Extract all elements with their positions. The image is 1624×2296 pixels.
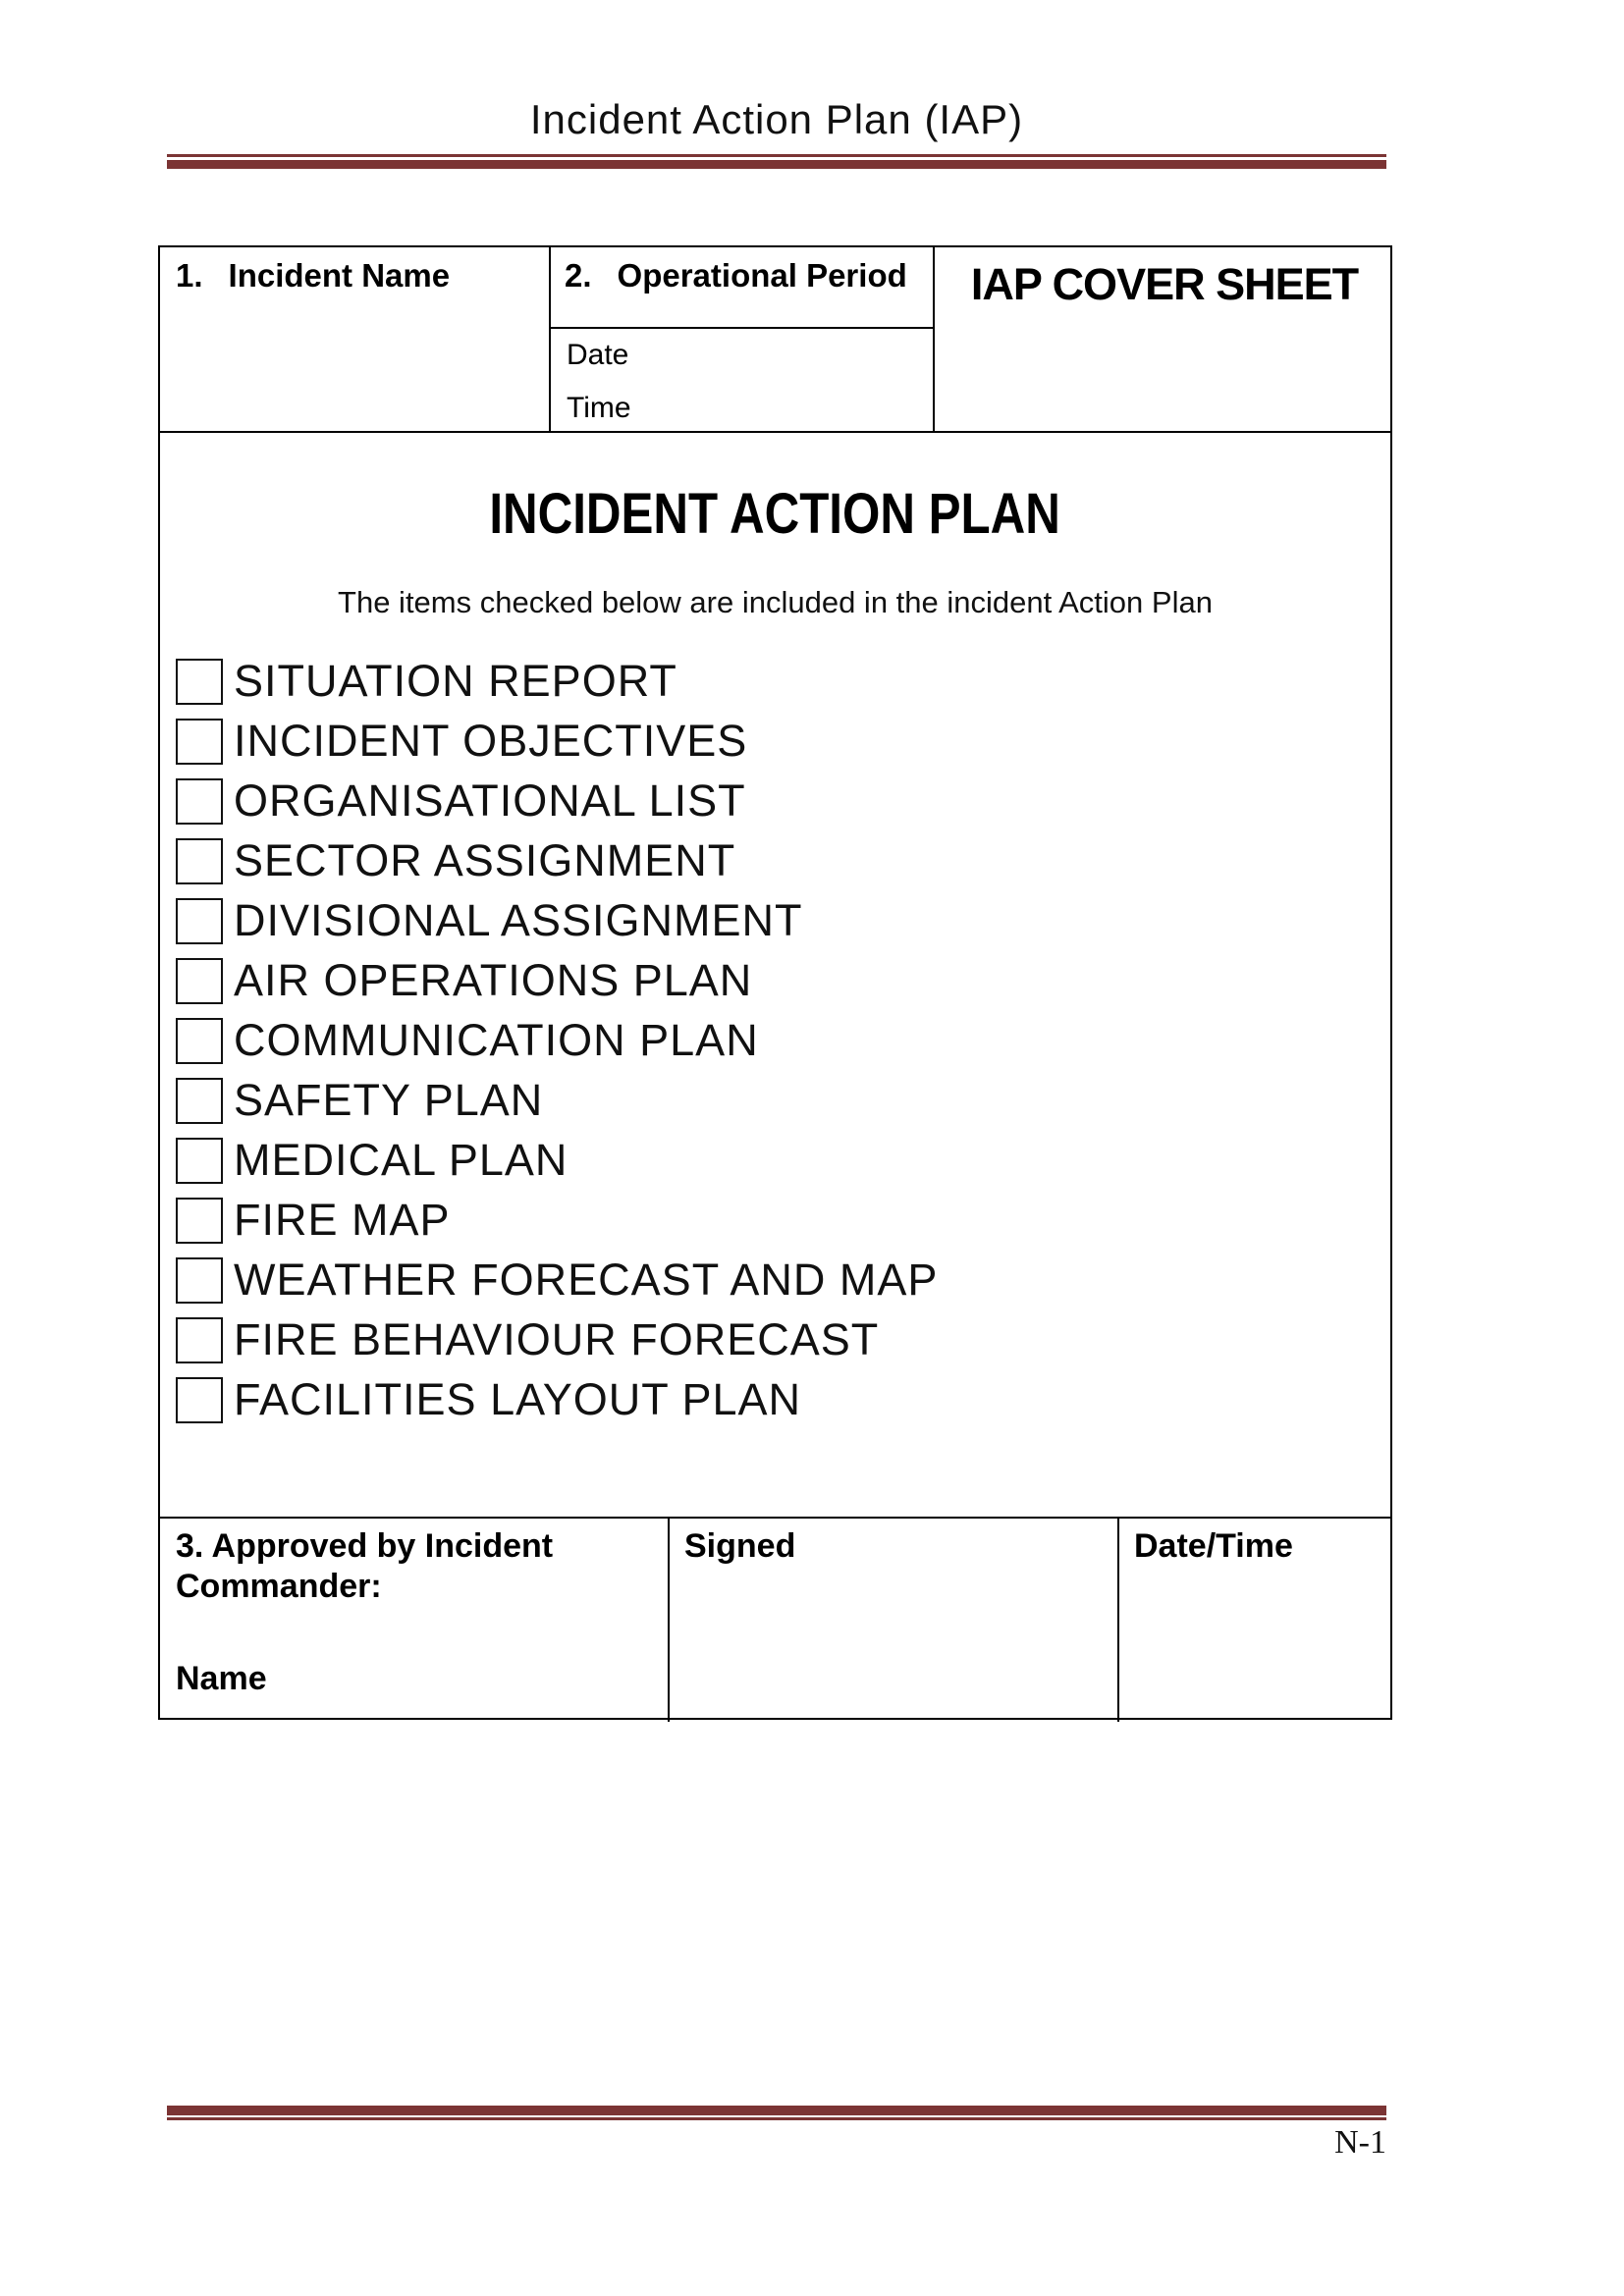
checklist-item-label: SECTOR ASSIGNMENT [234,835,736,885]
footer-rule-thick [167,2106,1386,2115]
field-number: 1. [176,257,203,294]
checklist-item: MEDICAL PLAN [176,1136,568,1185]
checklist-item-label: AIR OPERATIONS PLAN [234,955,753,1005]
checklist-item: SITUATION REPORT [176,657,677,706]
table-divider [933,247,935,431]
checklist-item: COMMUNICATION PLAN [176,1016,759,1065]
checklist-item: ORGANISATIONAL LIST [176,776,746,826]
table-divider [668,1517,670,1722]
checklist-item-checkbox[interactable] [176,1256,223,1304]
checklist-item-label: INCIDENT OBJECTIVES [234,716,748,766]
plan-subheading: The items checked below are included in … [338,585,1213,619]
checklist-item-checkbox[interactable] [176,897,223,944]
checklist-item-checkbox[interactable] [176,1137,223,1184]
cover-sheet-title: IAP COVER SHEET [970,259,1359,309]
checklist-item-label: DIVISIONAL ASSIGNMENT [234,895,803,945]
table-divider [160,431,1390,433]
operational-period-label: 2. Operational Period [565,257,907,294]
header-rule-thin [167,154,1386,157]
checklist-item-checkbox[interactable] [176,1077,223,1124]
checklist-item: AIR OPERATIONS PLAN [176,956,752,1005]
checklist-item: FIRE MAP [176,1196,451,1245]
table-divider [549,247,551,431]
field-number: 2. [565,257,592,294]
checklist-item-checkbox[interactable] [176,1316,223,1363]
checklist-item-checkbox[interactable] [176,1017,223,1064]
checklist-item-checkbox[interactable] [176,777,223,825]
table-divider [1117,1517,1119,1722]
approved-by-label: 3. Approved by Incident Commander: [176,1527,554,1606]
checklist-item-checkbox[interactable] [176,658,223,705]
checklist-item: SAFETY PLAN [176,1076,543,1125]
checklist-item-checkbox[interactable] [176,718,223,765]
checklist-item-label: ORGANISATIONAL LIST [234,775,746,826]
header-rule-thick [167,160,1386,169]
table-divider [160,1517,1390,1519]
plan-heading: INCIDENT ACTION PLAN [489,482,1061,546]
checklist-item-checkbox[interactable] [176,1197,223,1244]
checklist-item-label: FIRE MAP [234,1195,451,1245]
checklist-item-label: MEDICAL PLAN [234,1135,568,1185]
datetime-label: Date/Time [1134,1527,1293,1565]
footer-rule-thin [167,2117,1386,2120]
checklist-item-label: SITUATION REPORT [234,656,677,706]
checklist-item: SECTOR ASSIGNMENT [176,836,735,885]
checklist-item: WEATHER FORECAST AND MAP [176,1255,938,1305]
page-number: N-1 [1334,2124,1386,2161]
time-label: Time [567,392,631,424]
checklist-item: FIRE BEHAVIOUR FORECAST [176,1315,879,1364]
date-label: Date [567,339,629,371]
checklist-item-label: SAFETY PLAN [234,1075,544,1125]
document-title: Incident Action Plan (IAP) [529,96,1024,142]
name-label: Name [176,1660,267,1697]
iap-cover-sheet-table: 1. Incident Name 2. Operational Period Dat… [158,245,1392,1722]
checklist-item-label: WEATHER FORECAST AND MAP [234,1255,939,1305]
checklist-item-checkbox[interactable] [176,837,223,884]
checklist-item-label: COMMUNICATION PLAN [234,1015,759,1065]
checklist-item-label: FIRE BEHAVIOUR FORECAST [234,1314,880,1364]
checklist-item-checkbox[interactable] [176,1376,223,1423]
checklist-item: FACILITIES LAYOUT PLAN [176,1375,801,1424]
field-label: Incident Name [228,257,451,294]
incident-name-label: 1. Incident Name [176,257,450,294]
signed-label: Signed [684,1527,796,1565]
checklist-item: DIVISIONAL ASSIGNMENT [176,896,802,945]
checklist-item-label: FACILITIES LAYOUT PLAN [234,1374,802,1424]
checklist-item-checkbox[interactable] [176,957,223,1004]
table-divider [549,327,933,329]
checklist-item: INCIDENT OBJECTIVES [176,717,747,766]
field-label: Operational Period [617,257,907,294]
